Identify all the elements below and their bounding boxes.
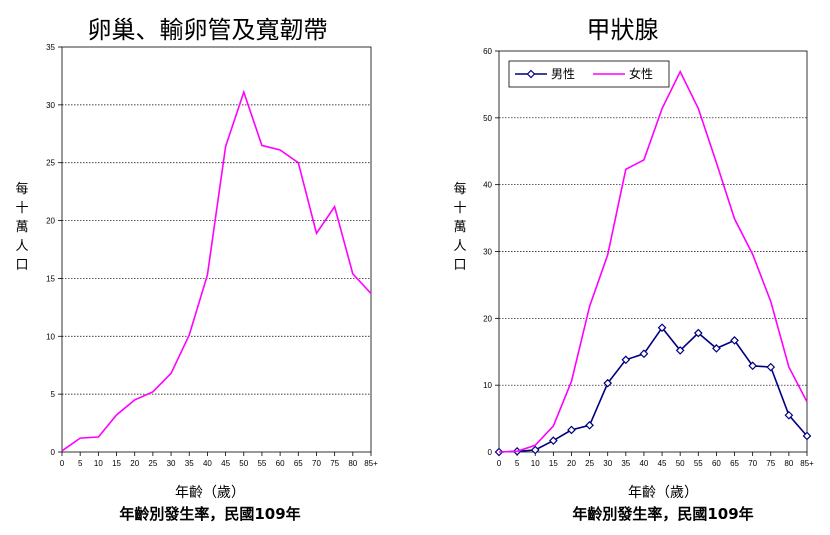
- y-tick-label: 5: [51, 390, 56, 399]
- x-tick-label: 80: [348, 459, 357, 468]
- data-point: [621, 355, 631, 365]
- x-tick-label: 45: [221, 459, 230, 468]
- x-tick-label: 40: [639, 459, 648, 468]
- data-point: [549, 436, 558, 445]
- x-tick-label: 10: [94, 459, 103, 468]
- x-axis-label: 年齡（歲）: [175, 485, 245, 501]
- x-tick-label: 0: [60, 459, 65, 468]
- x-tick-label: 10: [531, 459, 540, 468]
- data-point: [675, 346, 685, 355]
- x-tick-label: 40: [203, 459, 212, 468]
- x-tick-label: 60: [276, 459, 285, 468]
- data-point: [693, 328, 703, 338]
- data-point: [784, 410, 794, 420]
- y-tick-label: 10: [46, 332, 55, 341]
- x-tick-label: 15: [112, 459, 121, 468]
- ovary-chart-panel: 卵巢、輸卵管及寬韌帶 每十萬人口 0 5 10 15 20 25 30 35 0 5 10 15 20 2…: [15, 16, 378, 523]
- series-line-2: [498, 69, 808, 453]
- y-tick-label: 0: [488, 448, 493, 457]
- chart-title: 甲狀腺: [586, 16, 659, 44]
- y-tick-label: 25: [46, 159, 55, 168]
- x-tick-label: 15: [549, 459, 558, 468]
- y-axis-label: 每十萬人口: [453, 182, 467, 273]
- x-tick-label: 75: [330, 459, 339, 468]
- x-tick-label: 35: [621, 459, 630, 468]
- thyroid-chart-plot: 0 10 20 30 40 50 60 0 5 10 15 20 25 30 35 40 45 50 55 60 65 7…: [483, 47, 814, 468]
- x-tick-label: 5: [515, 459, 520, 468]
- chart-title: 卵巢、輸卵管及寬韌帶: [87, 16, 328, 44]
- x-axis-label: 年齡（歲）: [628, 485, 698, 501]
- series-line-1: [498, 326, 808, 453]
- y-tick-label: 15: [46, 274, 55, 283]
- chart-caption: 年齡別發生率，民國109年: [572, 505, 754, 523]
- legend-label: 男性: [551, 67, 575, 81]
- x-tick-label: 65: [294, 459, 303, 468]
- x-tick-label: 85+: [800, 459, 814, 468]
- x-tick-label: 60: [712, 459, 721, 468]
- chart-caption: 年齡別發生率，民國109年: [119, 505, 301, 523]
- x-tick-label: 65: [730, 459, 739, 468]
- x-tick-label: 45: [658, 459, 667, 468]
- y-tick-label: 30: [46, 101, 55, 110]
- data-point: [802, 431, 812, 441]
- data-point: [748, 361, 757, 371]
- y-axis-label: 每十萬人口: [15, 182, 29, 273]
- x-tick-label: 20: [567, 459, 576, 468]
- x-tick-label: 30: [603, 459, 612, 468]
- x-tick-label: 70: [748, 459, 757, 468]
- y-tick-label: 35: [46, 43, 55, 52]
- data-point: [530, 445, 540, 455]
- x-tick-label: 0: [497, 459, 502, 468]
- y-tick-label: 0: [51, 448, 56, 457]
- ovary-chart-plot: 0 5 10 15 20 25 30 35 0 5 10 15 20 25 30 35 40 45 50 55 60 65…: [46, 43, 378, 468]
- x-tick-label: 50: [676, 459, 685, 468]
- x-tick-label: 5: [78, 459, 83, 468]
- data-point: [730, 336, 739, 345]
- data-point: [567, 425, 576, 435]
- y-tick-label: 50: [483, 114, 492, 123]
- x-tick-label: 25: [148, 459, 157, 468]
- x-tick-label: 35: [185, 459, 194, 468]
- x-tick-label: 50: [239, 459, 248, 468]
- y-tick-label: 40: [483, 181, 492, 190]
- data-point: [766, 362, 776, 372]
- data-point: [603, 378, 613, 388]
- plot-frame: [61, 46, 372, 453]
- y-tick-label: 20: [46, 217, 55, 226]
- x-tick-label: 80: [784, 459, 793, 468]
- data-point: [657, 323, 667, 333]
- y-tick-label: 20: [483, 314, 492, 323]
- legend-label: 女性: [629, 66, 653, 81]
- x-tick-label: 55: [257, 459, 266, 468]
- x-tick-label: 30: [167, 459, 176, 468]
- data-point: [639, 349, 649, 359]
- x-tick-label: 70: [312, 459, 321, 468]
- y-tick-label: 60: [483, 47, 492, 56]
- x-tick-label: 20: [130, 459, 139, 468]
- legend-marker: [526, 69, 536, 79]
- x-tick-label: 25: [585, 459, 594, 468]
- y-tick-label: 10: [483, 381, 492, 390]
- x-tick-label: 75: [766, 459, 775, 468]
- data-point: [585, 420, 594, 430]
- plot-frame: [498, 50, 808, 453]
- series-line-1: [61, 89, 372, 452]
- data-point: [712, 344, 721, 353]
- x-tick-label: 85+: [364, 459, 378, 468]
- thyroid-chart-panel: 甲狀腺 每十萬人口 0 10 20 30 40 50 60 0 5 10 15 20 25 30 35 40 4…: [415, 0, 830, 535]
- x-tick-label: 55: [694, 459, 703, 468]
- y-tick-label: 30: [483, 248, 492, 257]
